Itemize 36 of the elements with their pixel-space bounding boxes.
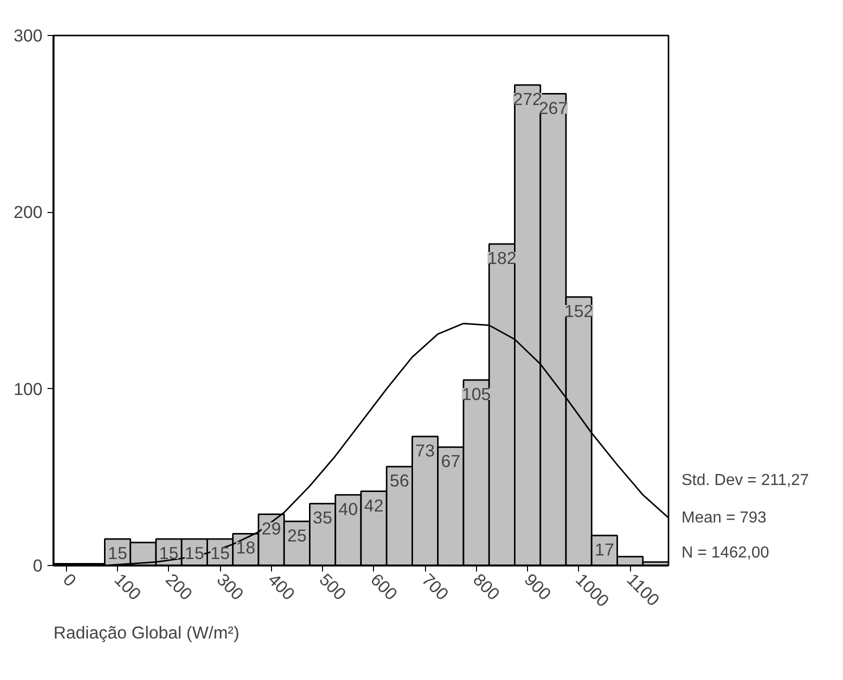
x-tick-label: 700	[418, 569, 453, 604]
data-label: 15	[159, 543, 178, 563]
data-label: 73	[415, 440, 435, 461]
data-label: 15	[210, 543, 230, 563]
data-label: 67	[441, 451, 460, 472]
data-label: 29	[262, 518, 281, 538]
x-tick-label: 500	[315, 569, 350, 604]
data-label: 40	[338, 498, 358, 519]
data-label: 56	[390, 470, 410, 491]
x-tick-label: 900	[520, 569, 556, 604]
y-tick-label: 200	[14, 202, 43, 222]
text: Mean = 793	[682, 509, 767, 526]
x-tick-label: 0	[59, 569, 80, 590]
x-tick-label: 400	[264, 569, 299, 604]
data-label: 152	[564, 300, 594, 321]
x-tick-label: 300	[212, 569, 248, 604]
x-tick-label: 100	[110, 569, 146, 604]
data-label: 25	[287, 525, 307, 546]
y-tick-label: 100	[14, 378, 43, 399]
data-label: 15	[184, 543, 204, 563]
data-label: 35	[312, 508, 332, 528]
x-axis-title: Radiação Global (W/m²)	[54, 622, 240, 642]
y-tick-label: 0	[32, 556, 43, 576]
data-label: 182	[487, 248, 516, 268]
x-tick-label: 200	[162, 569, 196, 604]
x-tick-label: 800	[469, 569, 504, 604]
data-label: 272	[513, 88, 542, 109]
text: N = 1462,00	[682, 544, 770, 562]
y-tick-label: 300	[14, 26, 43, 46]
data-label: 105	[462, 384, 491, 404]
data-label: 15	[108, 543, 128, 563]
x-tick-label: 600	[366, 569, 402, 604]
data-label: 18	[236, 538, 256, 558]
text: Std. Dev = 211,27	[682, 472, 809, 490]
data-label: 17	[594, 539, 614, 560]
data-label: 42	[364, 495, 384, 516]
